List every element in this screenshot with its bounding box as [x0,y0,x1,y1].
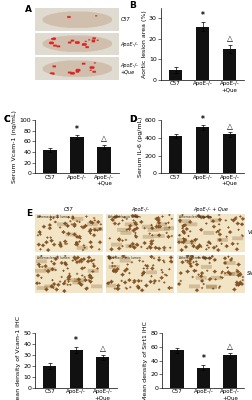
Bar [70,350,83,388]
Text: Atherosclerotic lumen: Atherosclerotic lumen [37,256,70,260]
Text: D: D [129,115,137,124]
Y-axis label: Mean density of Vcam-1 IHC: Mean density of Vcam-1 IHC [16,316,21,400]
Y-axis label: Mean density of Sirt1 IHC: Mean density of Sirt1 IHC [143,321,148,400]
Y-axis label: Serum Vcam-1 (ng/mL): Serum Vcam-1 (ng/mL) [12,110,17,183]
Text: Vcam-1: Vcam-1 [247,230,252,235]
Text: ApoE-/-
+Que: ApoE-/- +Que [121,63,138,74]
Title: ApoE-/-: ApoE-/- [131,207,149,212]
Text: *: * [201,114,205,124]
Text: △: △ [100,344,106,353]
Title: ApoE-/- + Que: ApoE-/- + Que [194,207,228,212]
Text: *: * [74,336,78,346]
Bar [196,26,209,80]
Bar [97,147,111,173]
Bar [43,366,56,388]
Text: C57: C57 [121,17,130,22]
Text: E: E [26,209,32,218]
Text: C: C [4,115,10,124]
Text: Sirt1: Sirt1 [247,271,252,276]
Bar [223,355,237,388]
Bar [223,134,236,173]
Bar [70,137,84,173]
Bar [223,49,236,80]
Text: △: △ [227,342,233,351]
Bar [169,70,182,80]
Bar [43,150,57,173]
Text: △: △ [227,34,233,43]
Text: Atherosclerotic lumen: Atherosclerotic lumen [179,215,212,219]
Text: *: * [201,11,205,20]
Text: △: △ [227,122,233,131]
Text: Atherosclerotic lumen: Atherosclerotic lumen [108,256,141,260]
Y-axis label: Serum IL-6 (pg/mL): Serum IL-6 (pg/mL) [138,117,143,177]
Text: △: △ [101,134,107,143]
Text: *: * [202,354,205,363]
Text: Atherosclerotic lumen: Atherosclerotic lumen [37,215,70,219]
Text: A: A [25,5,32,14]
Text: Atherosclerotic lumen: Atherosclerotic lumen [179,256,212,260]
Bar [197,368,210,388]
Title: C57: C57 [64,207,74,212]
Y-axis label: Aortic lesion area (%): Aortic lesion area (%) [142,10,147,78]
Bar [196,127,209,173]
Bar [96,358,109,388]
Bar [170,350,184,388]
Bar [169,136,182,173]
Text: ApoE-/-: ApoE-/- [121,42,138,46]
Text: B: B [129,1,136,10]
Text: C: C [4,115,10,124]
Text: D: D [129,115,137,124]
Text: Atherosclerotic lumen: Atherosclerotic lumen [108,215,141,219]
Text: *: * [75,124,79,134]
